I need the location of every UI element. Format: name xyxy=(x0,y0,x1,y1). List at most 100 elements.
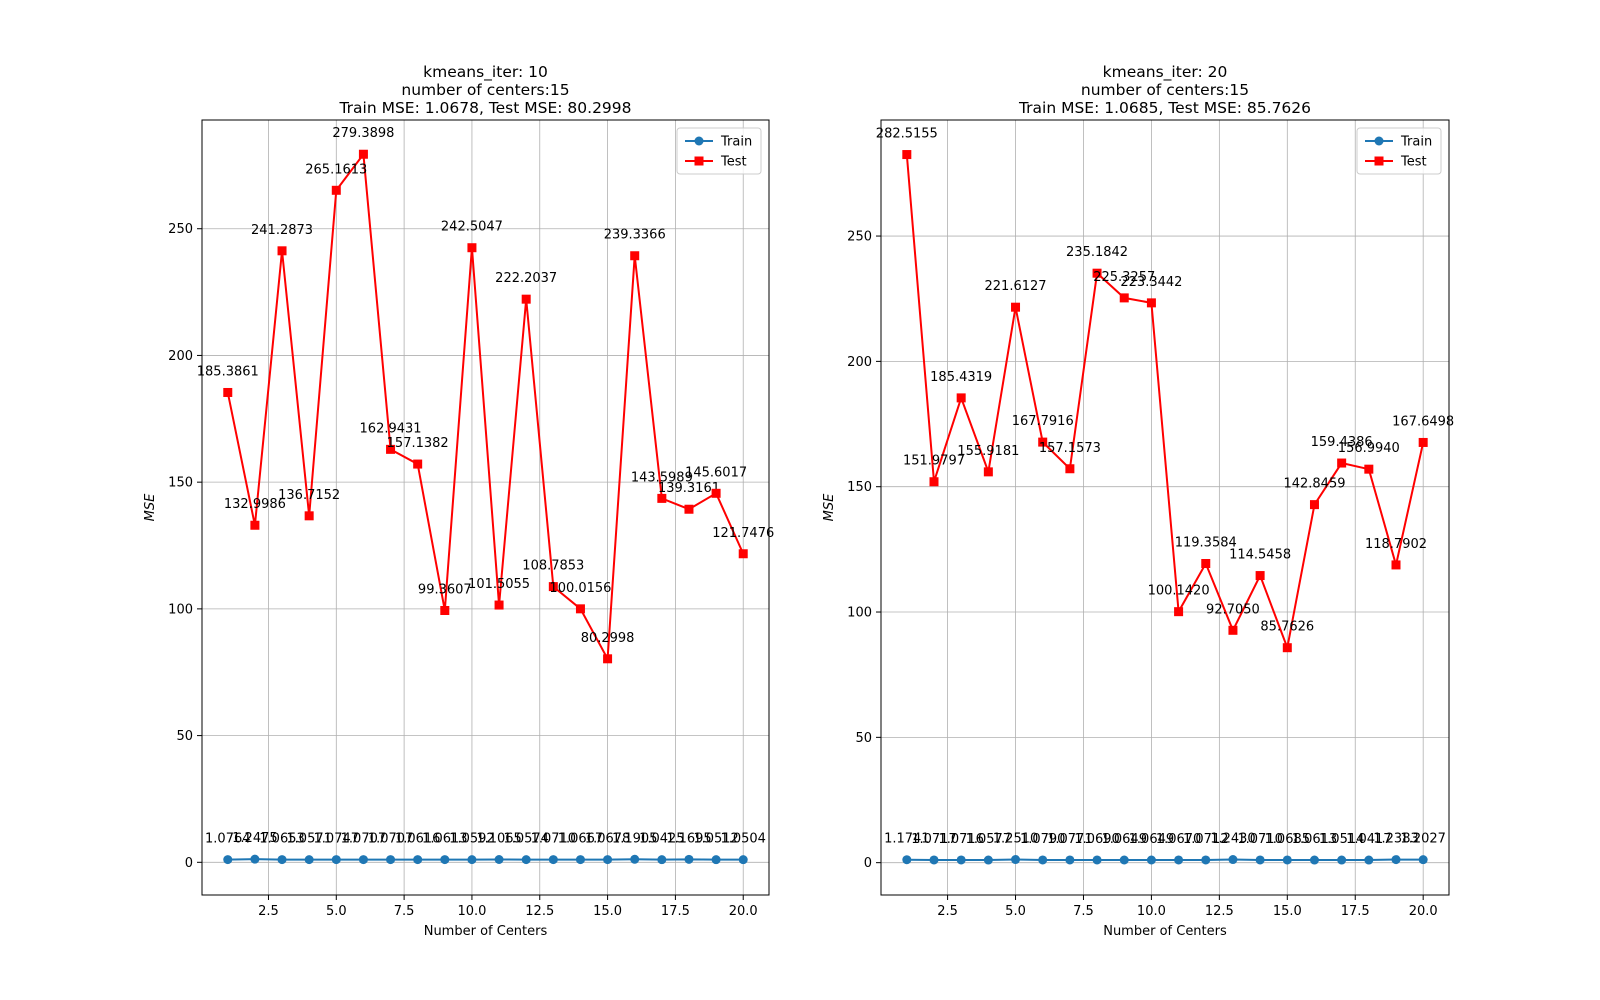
chart-2: 2.5 5.0 7.5 10.0 12.5 15.0 17.5 20.0 0 50 100 150 20… xyxy=(822,63,1454,939)
data-point-test xyxy=(630,251,640,261)
data-point-train xyxy=(1146,855,1156,865)
data-label-train: 1.0710 xyxy=(531,832,577,847)
data-label-test: 159.4386 xyxy=(1311,435,1373,450)
data-label-test: 92.7050 xyxy=(1206,602,1260,617)
data-label-test: 101.5055 xyxy=(468,577,530,592)
data-label-test: 242.5047 xyxy=(441,220,503,235)
y-tick-label: 50 xyxy=(176,729,193,744)
data-label-test: 118.7902 xyxy=(1365,537,1427,552)
data-label-train: 1.0747 xyxy=(314,832,360,847)
data-label-test: 157.1382 xyxy=(387,436,449,451)
data-point-train xyxy=(630,854,640,864)
data-point-test xyxy=(250,520,260,530)
legend-marker xyxy=(694,136,704,146)
x-tick-label: 10.0 xyxy=(1137,904,1166,919)
data-label-test: 241.2873 xyxy=(251,223,313,238)
series-train: 1.17411.07171.07161.05771.25101.07901.07… xyxy=(884,832,1446,865)
data-point-test xyxy=(983,467,993,477)
data-label-test: 99.3607 xyxy=(418,582,472,597)
data-label-train: 1.0707 xyxy=(368,832,414,847)
y-tick-label: 100 xyxy=(847,606,872,621)
data-label-test: 235.1842 xyxy=(1066,245,1128,260)
data-point-train xyxy=(1309,855,1319,865)
data-point-train xyxy=(358,855,368,865)
subplots: 2.5 5.0 7.5 10.0 12.5 15.0 17.5 20.0 0 50 100 150 20… xyxy=(143,63,1454,939)
data-label-train: 1.0771 xyxy=(1047,832,1093,847)
x-tick-label: 15.0 xyxy=(1273,904,1302,919)
data-point-train xyxy=(929,855,939,865)
data-label-test: 151.9797 xyxy=(903,454,965,469)
data-point-train xyxy=(1418,855,1428,865)
data-point-train xyxy=(467,855,477,865)
data-label-test: 223.3442 xyxy=(1120,275,1182,290)
series-line-test xyxy=(226,151,745,663)
data-label-test: 185.3861 xyxy=(197,364,259,379)
y-tick-label: 0 xyxy=(185,856,193,871)
legend: Train Test xyxy=(676,127,762,175)
data-label-train: 1.0710 xyxy=(1237,832,1283,847)
legend-marker xyxy=(694,156,704,166)
legend-entry-train: Train xyxy=(685,135,752,150)
data-point-train xyxy=(1011,855,1021,865)
data-point-test xyxy=(1228,625,1238,635)
data-point-test xyxy=(1092,268,1102,278)
data-point-train xyxy=(386,855,396,865)
data-label-test: 121.7476 xyxy=(712,526,774,541)
data-label-test: 167.7916 xyxy=(1012,414,1074,429)
data-point-test xyxy=(467,243,477,253)
data-point-test xyxy=(521,294,531,304)
data-label-train: 1.1905 xyxy=(612,831,658,846)
data-point-train xyxy=(1364,855,1374,865)
data-point-train xyxy=(548,855,558,865)
data-point-train xyxy=(1391,855,1401,865)
data-label-train: 1.0716 xyxy=(938,832,984,847)
series-train: 1.07641.24751.06531.05711.07471.07071.07… xyxy=(205,831,766,865)
x-tick-label: 2.5 xyxy=(258,904,279,919)
data-point-train xyxy=(304,855,314,865)
data-point-train xyxy=(440,855,450,865)
data-point-test xyxy=(902,150,912,160)
data-label-train: 1.0512 xyxy=(693,832,739,847)
data-label-train: 1.0712 xyxy=(1183,832,1229,847)
data-point-test xyxy=(277,246,287,256)
data-point-test xyxy=(1011,302,1021,312)
data-point-train xyxy=(494,855,504,865)
data-point-test xyxy=(1119,293,1129,303)
data-point-train xyxy=(1092,855,1102,865)
data-point-test xyxy=(738,549,748,559)
data-point-train xyxy=(521,855,531,865)
data-label-test: 225.3257 xyxy=(1093,270,1155,285)
data-label-test: 157.1573 xyxy=(1039,441,1101,456)
data-label-train: 1.0571 xyxy=(286,832,332,847)
data-label-train: 1.2510 xyxy=(993,832,1039,847)
data-label-train: 1.0690 xyxy=(1074,832,1120,847)
data-label-train: 1.0790 xyxy=(1020,832,1066,847)
data-point-test xyxy=(331,185,341,195)
data-label-train: 1.0707 xyxy=(341,832,387,847)
data-point-train xyxy=(902,855,912,865)
data-point-test xyxy=(1065,464,1075,474)
data-point-train xyxy=(738,855,748,865)
data-point-train xyxy=(250,854,260,864)
x-tick-label: 5.0 xyxy=(1005,904,1026,919)
data-label-test: 119.3584 xyxy=(1175,535,1237,550)
data-point-train xyxy=(1201,855,1211,865)
y-tick-label: 250 xyxy=(168,222,193,237)
y-tick-label: 100 xyxy=(168,602,193,617)
data-label-train: 1.0670 xyxy=(1156,832,1202,847)
data-point-test xyxy=(1418,437,1428,447)
data-point-train xyxy=(1174,855,1184,865)
data-label-test: 156.9940 xyxy=(1338,441,1400,456)
data-label-train: 1.0649 xyxy=(1101,832,1147,847)
data-point-test xyxy=(386,444,396,454)
data-label-train: 1.2027 xyxy=(1400,832,1446,847)
data-label-test: 221.6127 xyxy=(985,279,1047,294)
series-line-train xyxy=(227,858,744,861)
legend-label: Train xyxy=(720,135,752,150)
data-point-test xyxy=(956,393,966,403)
data-label-test: 136.7152 xyxy=(278,488,340,503)
plot-frame xyxy=(880,119,1450,896)
data-label-train: 1.0717 xyxy=(911,832,957,847)
y-tick-label: 0 xyxy=(864,856,872,871)
x-tick-label: 15.0 xyxy=(593,904,622,919)
